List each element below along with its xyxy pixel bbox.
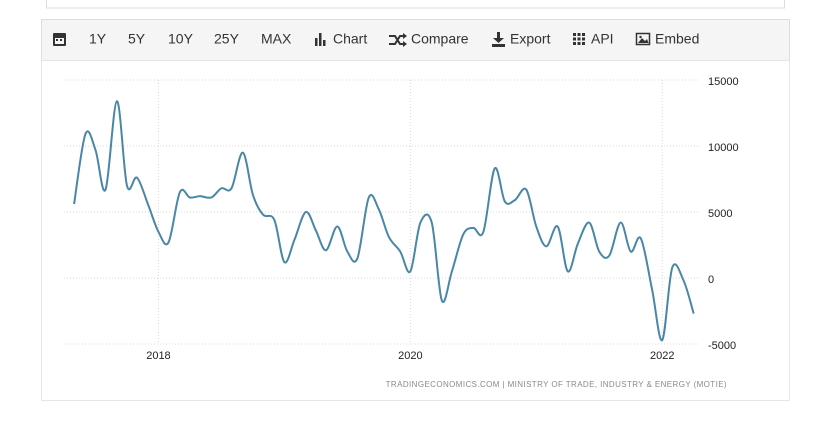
chart-icon <box>315 33 326 46</box>
y-tick-label: 5000 <box>708 208 732 220</box>
calendar-icon[interactable] <box>53 33 66 46</box>
line <box>73 100 695 342</box>
compare-icon <box>389 33 407 47</box>
y-tick-label: 10000 <box>708 142 739 154</box>
plot: -5000 0 5000 10000 15000 2018 2020 2022 <box>64 76 739 362</box>
range-button[interactable]: 1Y <box>89 31 107 47</box>
y-tick-label: -5000 <box>708 340 736 352</box>
export-button[interactable]: Export <box>510 31 551 47</box>
x-tick-label: 2020 <box>398 350 422 362</box>
y-tick-label: 15000 <box>708 76 739 88</box>
range-button[interactable]: MAX <box>261 31 292 47</box>
x-tick-label: 2018 <box>146 350 170 362</box>
compare-button[interactable]: Compare <box>411 31 469 47</box>
range-button[interactable]: 25Y <box>214 31 240 47</box>
source: TRADINGECONOMICS.COM | MINISTRY OF TRADE… <box>386 380 727 389</box>
api-button[interactable]: API <box>591 31 614 47</box>
chart-button[interactable]: Chart <box>333 31 367 47</box>
x-tick-label: 2022 <box>650 350 674 362</box>
toolbar <box>41 19 790 61</box>
top-box <box>46 0 785 9</box>
export-icon <box>492 32 505 47</box>
embed-icon <box>635 32 651 46</box>
api-icon <box>573 33 585 45</box>
range-button[interactable]: 5Y <box>128 31 146 47</box>
embed-button[interactable]: Embed <box>655 31 699 47</box>
range-button[interactable]: 10Y <box>168 31 194 47</box>
y-tick-label: 0 <box>708 274 714 286</box>
